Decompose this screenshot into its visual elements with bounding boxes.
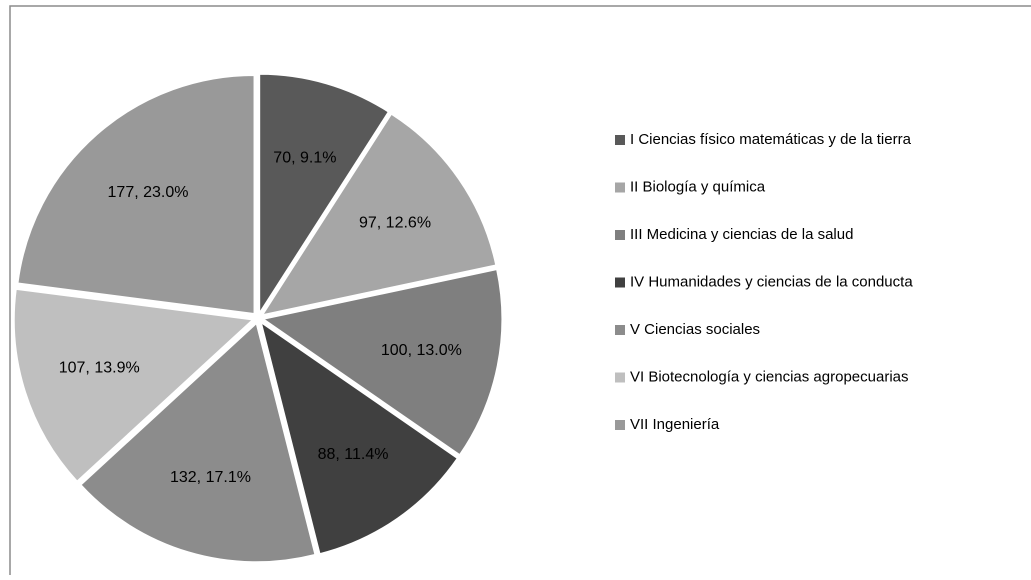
data-label: 100, 13.0% — [381, 342, 462, 359]
data-label: 88, 11.4% — [318, 446, 389, 463]
pie-slice — [259, 73, 389, 314]
data-label: 132, 17.1% — [170, 469, 251, 486]
legend-label: VI Biotecnología y ciencias agropecuaria… — [630, 368, 909, 385]
pie-slice — [13, 288, 254, 482]
pie-slice — [80, 322, 316, 563]
legend-swatch — [615, 325, 625, 335]
pie-slice — [17, 74, 255, 315]
legend-swatch — [615, 182, 625, 193]
legend-swatch — [615, 420, 625, 430]
legend-label: II Biología y química — [630, 178, 766, 195]
frame — [9, 5, 1031, 575]
data-label: 70, 9.1% — [273, 149, 336, 166]
data-label: 177, 23.0% — [108, 184, 189, 201]
data-label: 97, 12.6% — [359, 214, 431, 231]
data-label: 107, 13.9% — [59, 360, 140, 377]
legend-label: V Ciencias sociales — [630, 321, 760, 338]
legend-swatch — [615, 230, 625, 240]
legend-swatch — [615, 277, 625, 288]
legend-swatch — [615, 135, 625, 145]
pie-slice — [262, 269, 503, 456]
legend-label: IV Humanidades y ciencias de la conducta — [630, 273, 913, 290]
pie-slice — [260, 321, 458, 555]
legend-label: I Ciencias físico matemáticas y de la ti… — [630, 131, 912, 148]
legend-swatch — [615, 372, 625, 383]
legend-label: VII Ingeniería — [630, 416, 720, 433]
legend-label: III Medicina y ciencias de la salud — [630, 226, 853, 243]
pie-slice — [261, 113, 497, 316]
